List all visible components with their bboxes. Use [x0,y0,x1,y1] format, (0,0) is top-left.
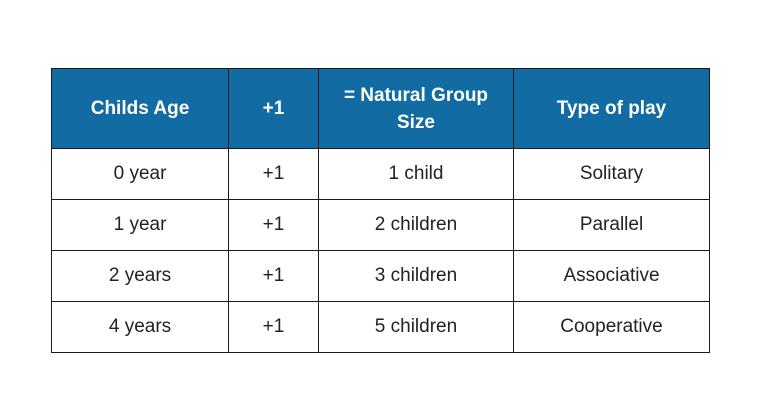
cell-type-of-play: Cooperative [513,301,710,353]
table-header-row: Childs Age +1 = Natural Group Size Type … [51,68,710,149]
cell-group-size: 3 children [318,250,514,302]
header-natural-group-size: = Natural Group Size [318,68,514,149]
group-size-table-container: Childs Age +1 = Natural Group Size Type … [51,68,710,353]
header-plus-one: +1 [228,68,319,149]
cell-childs-age: 0 year [51,148,229,200]
cell-childs-age: 2 years [51,250,229,302]
header-childs-age: Childs Age [51,68,229,149]
table-row: 4 years +1 5 children Cooperative [51,301,710,353]
cell-type-of-play: Parallel [513,199,710,251]
cell-type-of-play: Solitary [513,148,710,200]
table-row: 1 year +1 2 children Parallel [51,199,710,251]
cell-plus-one: +1 [228,148,319,200]
table-row: 0 year +1 1 child Solitary [51,148,710,200]
cell-group-size: 5 children [318,301,514,353]
cell-childs-age: 4 years [51,301,229,353]
cell-childs-age: 1 year [51,199,229,251]
cell-type-of-play: Associative [513,250,710,302]
cell-group-size: 1 child [318,148,514,200]
group-size-table: Childs Age +1 = Natural Group Size Type … [51,68,710,353]
cell-plus-one: +1 [228,199,319,251]
cell-plus-one: +1 [228,250,319,302]
cell-plus-one: +1 [228,301,319,353]
cell-group-size: 2 children [318,199,514,251]
header-type-of-play: Type of play [513,68,710,149]
table-row: 2 years +1 3 children Associative [51,250,710,302]
